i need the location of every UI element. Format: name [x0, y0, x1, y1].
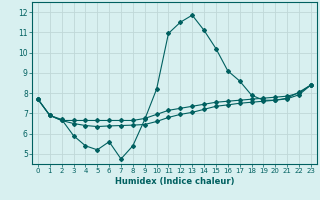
X-axis label: Humidex (Indice chaleur): Humidex (Indice chaleur) — [115, 177, 234, 186]
